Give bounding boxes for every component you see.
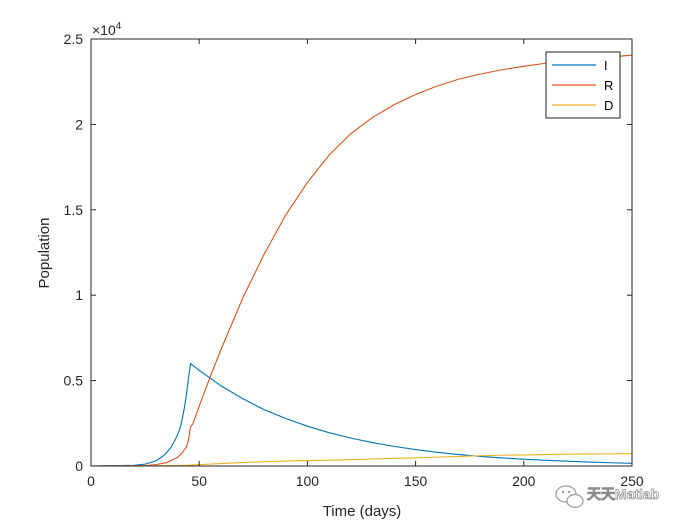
tick-labels: 0 50 100 150 200 250 0 0.5 1 1.5 2 2.5: [64, 31, 644, 489]
axes: [90, 38, 633, 467]
x-tick-label: 200: [512, 473, 536, 489]
legend-label-i: I: [604, 58, 608, 73]
legend-label-r: R: [604, 78, 613, 93]
x-tick-label: 100: [296, 473, 320, 489]
x-tick-label: 150: [404, 473, 428, 489]
y-tick-label: 2.5: [64, 31, 84, 47]
x-axis-title: Time (days): [323, 503, 402, 520]
y-axis-title: Population: [36, 218, 53, 289]
plot-area: [91, 39, 632, 466]
watermark-text: 天天Matlab: [587, 486, 659, 502]
watermark: 天天Matlab: [555, 485, 660, 509]
x-tick-label: 0: [87, 473, 95, 489]
y-exponent-base: ×10: [92, 22, 116, 38]
wechat-icon: [555, 485, 584, 509]
y-tick-label: 0: [75, 458, 83, 474]
legend-label-d: D: [604, 98, 613, 113]
y-axis-exponent: ×104: [92, 21, 122, 38]
series-line-r: [90, 54, 633, 467]
x-tick-label: 50: [191, 473, 207, 489]
tick-marks: [90, 38, 633, 467]
y-tick-label: 2: [75, 116, 83, 132]
x-tick-label: 250: [620, 473, 644, 489]
axes-box: [90, 38, 633, 467]
y-tick-label: 1: [75, 287, 83, 303]
y-tick-label: 1.5: [64, 202, 84, 218]
y-exponent-power: 4: [116, 21, 122, 32]
series-line-i: [90, 362, 633, 467]
legend: IRD: [545, 51, 621, 119]
y-tick-label: 0.5: [64, 373, 84, 389]
